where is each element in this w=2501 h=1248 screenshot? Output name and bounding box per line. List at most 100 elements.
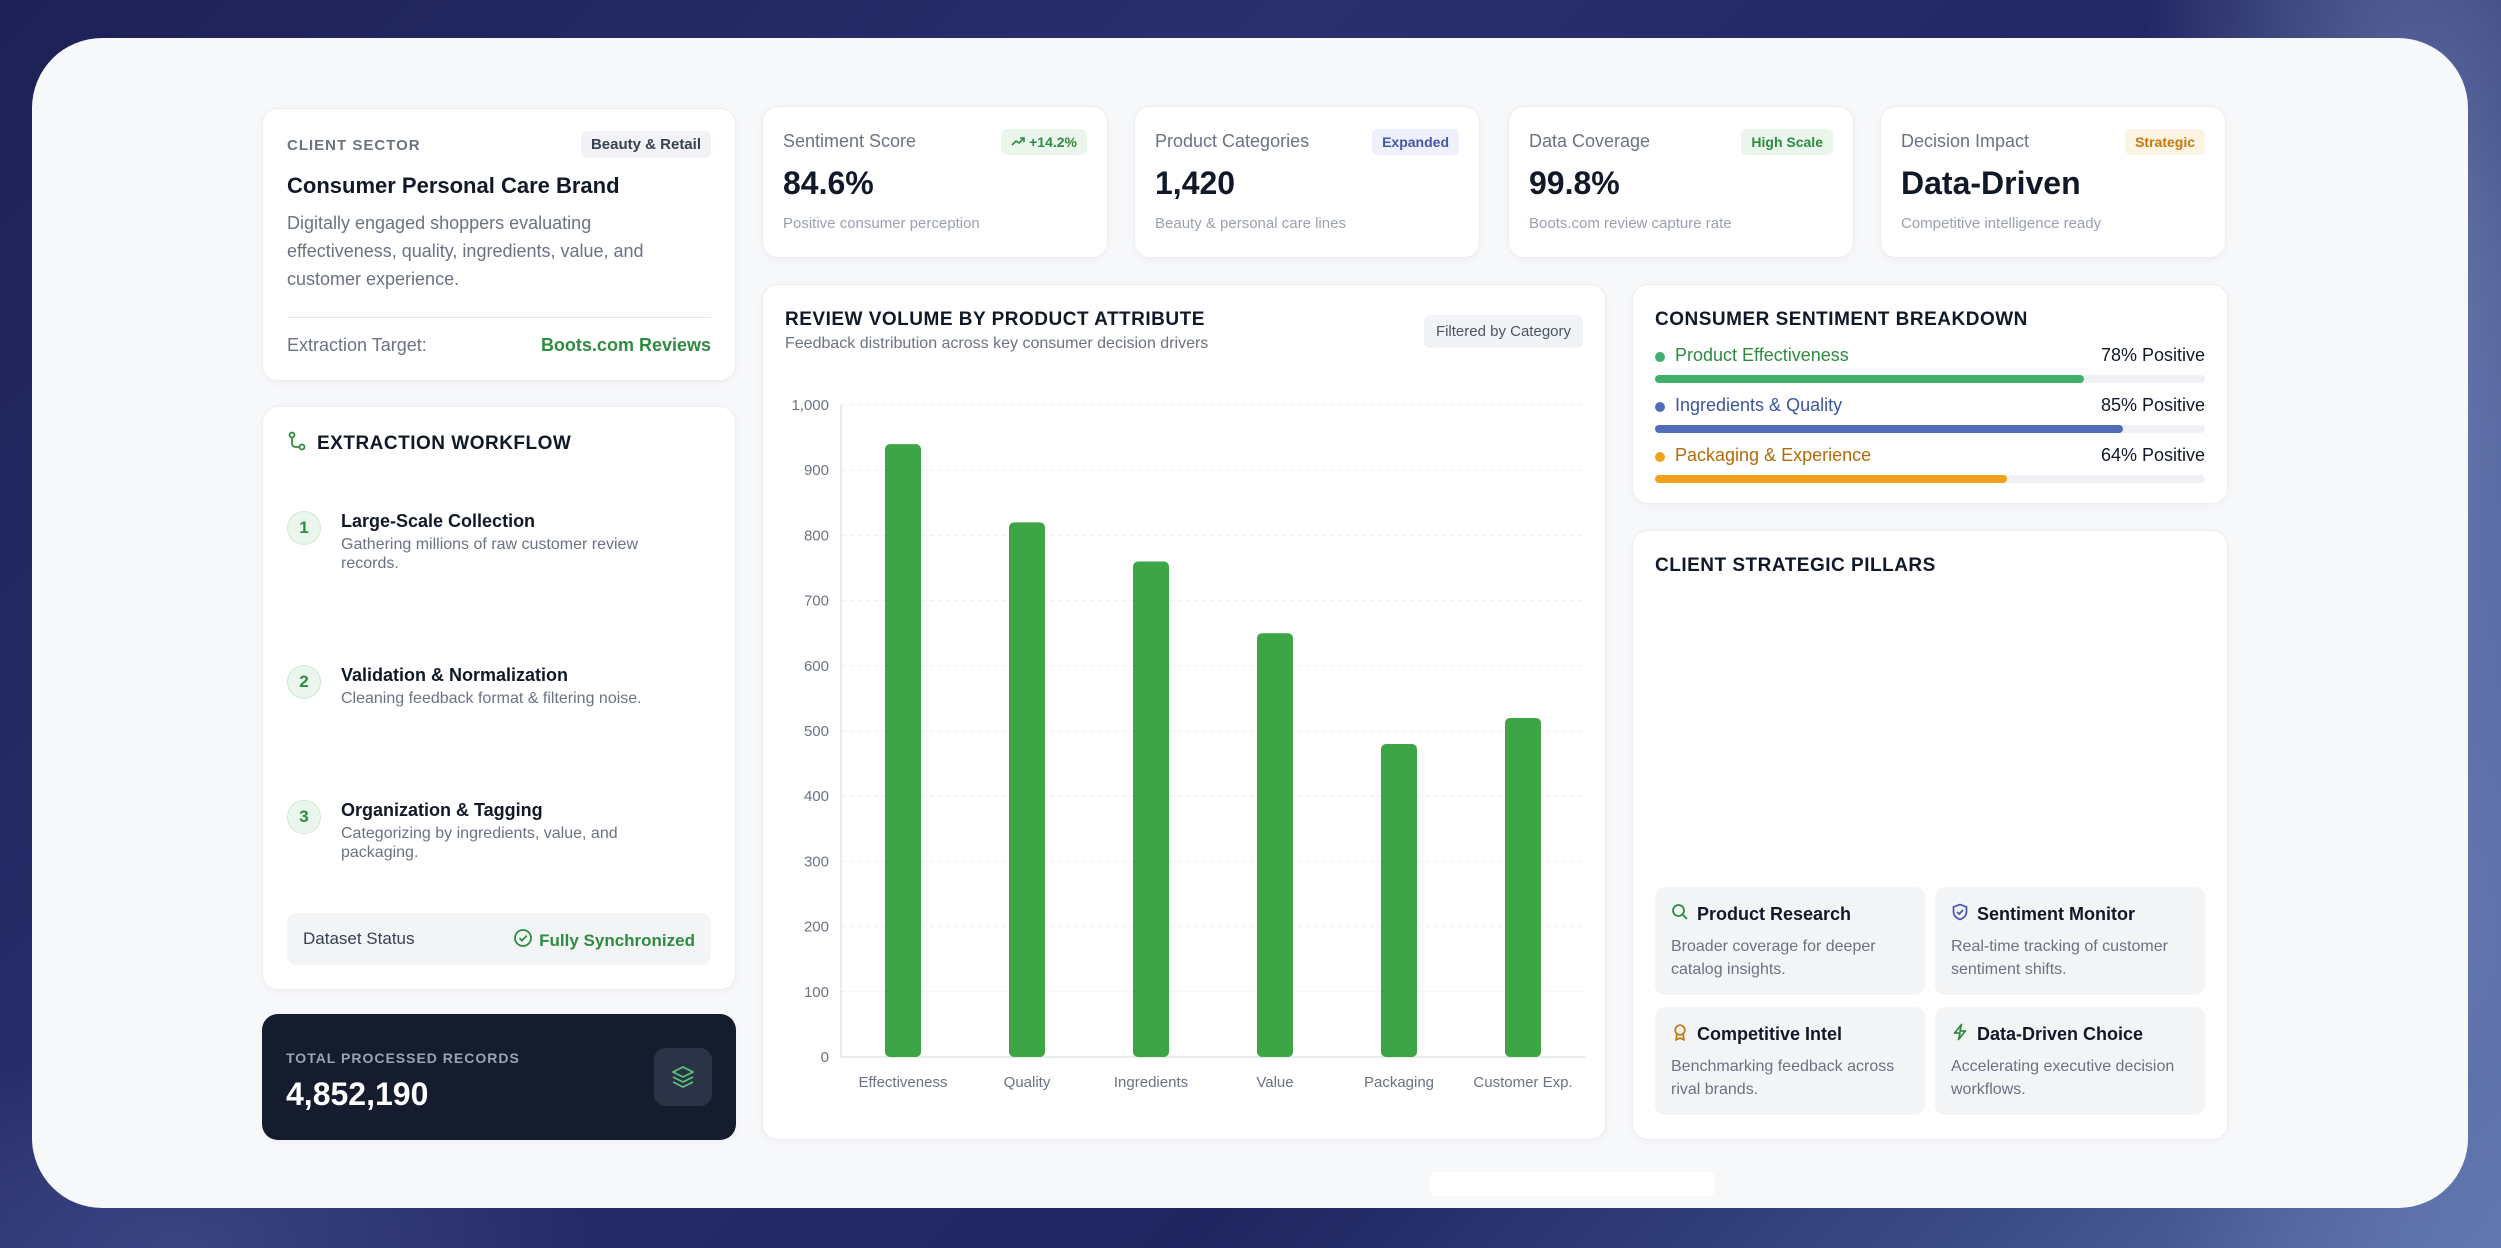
y-tick-label: 500 [804,723,829,740]
pillar-title: Competitive Intel [1697,1024,1843,1044]
step-title: Large-Scale Collection [341,511,536,531]
bar [1505,717,1541,1057]
pillar-header: Data-Driven Choice [1951,1023,2143,1046]
kpi-subtext: Positive consumer perception [783,215,980,232]
kpi-badge: +14.2% [1001,129,1087,155]
kpi-value: Data-Driven [1901,165,2081,201]
sentiment-dot [1655,352,1665,362]
kpi-value: 99.8% [1529,165,1620,201]
pillars-title: CLIENT STRATEGIC PILLARS [1655,555,1936,576]
client-description: Digitally engaged shoppers evaluating ef… [287,213,644,289]
sentiment-dot [1655,402,1665,412]
x-tick-label: Packaging [1364,1074,1434,1091]
sentiment-percent: 78% Positive [2100,345,2205,365]
y-tick-label: 400 [804,788,829,805]
bar [1381,744,1417,1057]
total-records-value: 4,852,190 [286,1076,429,1112]
filter-button[interactable]: Filtered by Category [1423,315,1583,348]
kpi-subtext: Boots.com review capture rate [1529,215,1732,232]
pillar-title: Data-Driven Choice [1977,1024,2144,1044]
pillar-header: Competitive Intel [1671,1023,1842,1046]
y-tick-label: 800 [804,527,829,544]
y-tick-label: 600 [804,658,829,675]
sentiment-name: Packaging & Experience [1675,445,1872,465]
step-number: 3 [287,800,321,834]
search-icon [1671,903,1689,926]
step-title: Organization & Tagging [341,800,543,820]
workflow-title: EXTRACTION WORKFLOW [317,432,572,454]
y-tick-label: 0 [821,1049,829,1066]
y-tick-label: 200 [804,919,829,936]
dataset-status-text: Fully Synchronized [539,930,695,950]
bar [1009,522,1045,1057]
dataset-status-label: Dataset Status [303,929,415,948]
client-sector-label: CLIENT SECTOR [287,137,421,154]
kpi-badge: High Scale [1741,129,1833,155]
kpi-label: Product Categories [1155,131,1310,151]
pillar-title: Sentiment Monitor [1977,904,2135,924]
y-tick-label: 1,000 [791,397,829,414]
sentiment-fill [1655,375,2084,383]
y-tick-label: 900 [804,462,829,479]
kpi-value: 1,420 [1155,165,1236,201]
scroll-indicator [1430,1172,1715,1196]
pillar-title: Product Research [1697,904,1852,924]
extraction-workflow-card: EXTRACTION WORKFLOW 1 Large-Scale Collec… [262,406,736,990]
y-tick-label: 700 [804,593,829,610]
x-tick-label: Effectiveness [859,1074,948,1091]
shield-icon [1951,903,1969,926]
sentiment-fill [1655,425,2123,433]
lightning-icon [1951,1023,1969,1046]
x-tick-label: Ingredients [1114,1074,1188,1091]
chart-subtitle: Feedback distribution across key consume… [785,335,1209,352]
dataset-status-value: Fully Synchronized [513,928,695,953]
step-description: Cleaning feedback format & filtering noi… [341,690,642,707]
kpi-badge-text: +14.2% [1029,134,1077,150]
bar [885,444,921,1057]
y-tick-label: 100 [804,984,829,1001]
bar-chart: 0 100 200 300 400 500 600 700 800 900 1,000 Effecti… [791,397,1585,1091]
kpi-value: 84.6% [783,165,874,201]
workflow-header: EXTRACTION WORKFLOW [287,431,571,456]
kpi-badge: Expanded [1372,129,1459,155]
step-title: Validation & Normalization [341,665,569,685]
pillar-data-driven-choice[interactable]: Data-Driven Choice Accelerating executiv… [1935,1007,2205,1115]
check-circle-icon [513,928,533,953]
pillar-description: Real-time tracking of customer sentiment… [1951,938,2168,978]
extraction-target-value[interactable]: Boots.com Reviews [540,335,711,355]
sentiment-percent: 64% Positive [2100,445,2205,465]
sentiment-track [1655,425,2205,433]
pillar-header: Sentiment Monitor [1951,903,2135,926]
kpi-badge: Strategic [2125,129,2205,155]
strategic-pillars-card: CLIENT STRATEGIC PILLARS Product Researc… [1632,530,2228,1140]
workflow-icon [287,431,307,456]
award-icon [1671,1023,1689,1046]
pillar-competitive-intel[interactable]: Competitive Intel Benchmarking feedback … [1655,1007,1925,1115]
sentiment-row: Packaging & Experience 64% Positive [1655,445,2205,485]
kpi-data-coverage: Data Coverage High Scale 99.8% Boots.com… [1508,106,1854,258]
pillar-description: Accelerating executive decision workflow… [1951,1058,2175,1098]
layers-icon[interactable] [654,1048,712,1106]
kpi-sentiment-score: Sentiment Score +14.2% 84.6% Positive co… [762,106,1108,258]
step-number: 2 [287,665,321,699]
pillar-sentiment-monitor[interactable]: Sentiment Monitor Real-time tracking of … [1935,887,2205,995]
sentiment-breakdown-card: CONSUMER SENTIMENT BREAKDOWN Product Eff… [1632,284,2228,504]
trend-up-icon [1011,134,1025,150]
divider [287,317,711,318]
x-tick-label: Customer Exp. [1473,1074,1572,1091]
sentiment-dot [1655,452,1665,462]
total-records-label: TOTAL PROCESSED RECORDS [286,1050,520,1066]
pillar-header: Product Research [1671,903,1851,926]
pillar-description: Broader coverage for deeper catalog insi… [1671,938,1876,978]
sentiment-track [1655,375,2205,383]
pillar-product-research[interactable]: Product Research Broader coverage for de… [1655,887,1925,995]
y-tick-label: 300 [804,853,829,870]
sentiment-name: Ingredients & Quality [1675,395,1843,415]
kpi-label: Sentiment Score [783,131,917,151]
dataset-status: Dataset Status Fully Synchronized [287,913,711,965]
step-description: Gathering millions of raw customer revie… [341,536,638,572]
pillar-description: Benchmarking feedback across rival brand… [1671,1058,1895,1098]
chart-title: REVIEW VOLUME BY PRODUCT ATTRIBUTE [785,309,1205,330]
sentiment-fill [1655,475,2007,483]
bar [1257,633,1293,1057]
